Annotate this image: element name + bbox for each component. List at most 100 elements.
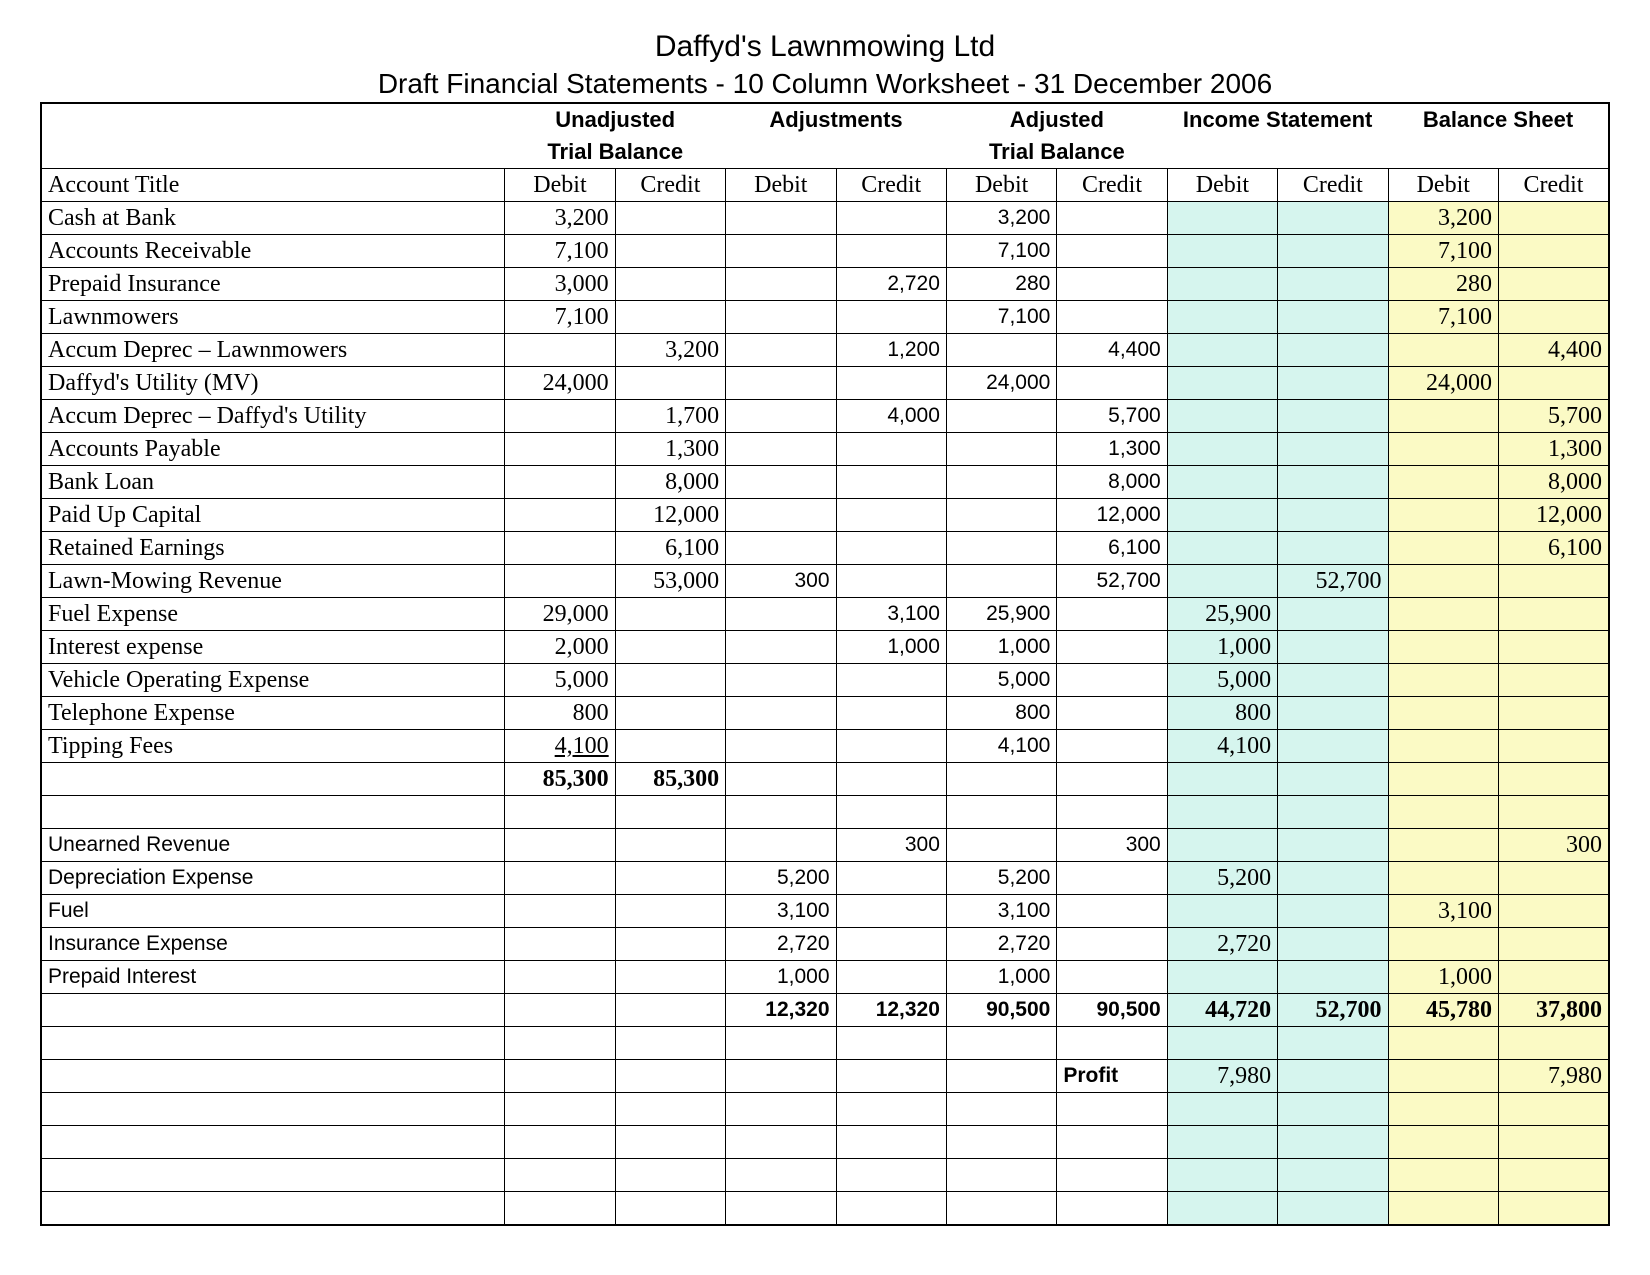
cell: [615, 202, 725, 235]
cell: [836, 796, 946, 829]
cell: [726, 829, 836, 862]
hdr-utb-debit: Debit: [505, 169, 615, 202]
cell: 6,100: [615, 532, 725, 565]
account-title-cell: [41, 1093, 505, 1126]
cell: [615, 268, 725, 301]
account-title-cell: Tipping Fees: [41, 730, 505, 763]
cell: [1498, 1159, 1609, 1192]
cell: 2,720: [946, 928, 1056, 961]
cell: [1388, 565, 1498, 598]
cell: [505, 334, 615, 367]
cell: [1057, 631, 1167, 664]
cell: [726, 796, 836, 829]
cell: 1,300: [1498, 433, 1609, 466]
cell: [505, 1027, 615, 1060]
cell: [836, 1027, 946, 1060]
group-header-row-1: Unadjusted Adjustments Adjusted Income S…: [41, 103, 1609, 136]
cell: [1278, 334, 1388, 367]
table-row: Profit7,9807,980: [41, 1060, 1609, 1093]
cell: 24,000: [505, 367, 615, 400]
cell: [726, 697, 836, 730]
account-title-cell: [41, 1159, 505, 1192]
table-row: Interest expense2,0001,0001,0001,000: [41, 631, 1609, 664]
cell: [1388, 928, 1498, 961]
cell: 12,000: [1498, 499, 1609, 532]
cell: [726, 400, 836, 433]
cell: [726, 1060, 836, 1093]
cell: 1,000: [836, 631, 946, 664]
company-title: Daffyd's Lawnmowing Ltd: [40, 30, 1610, 64]
cell: [1057, 730, 1167, 763]
cell: [1057, 598, 1167, 631]
cell: 1,300: [615, 433, 725, 466]
cell: [1057, 664, 1167, 697]
cell: [1498, 268, 1609, 301]
cell: 280: [1388, 268, 1498, 301]
cell: 7,980: [1167, 1060, 1277, 1093]
cell: [1498, 1126, 1609, 1159]
cell: [1278, 466, 1388, 499]
cell: [1167, 334, 1277, 367]
cell: [1278, 895, 1388, 928]
cell: 52,700: [1057, 565, 1167, 598]
worksheet-body: Cash at Bank3,2003,2003,200Accounts Rece…: [41, 202, 1609, 1226]
table-row: Paid Up Capital12,00012,00012,000: [41, 499, 1609, 532]
cell: [946, 565, 1056, 598]
cell: 12,320: [726, 994, 836, 1027]
account-title-cell: Telephone Expense: [41, 697, 505, 730]
cell: [505, 499, 615, 532]
table-row: Depreciation Expense5,2005,2005,200: [41, 862, 1609, 895]
cell: 5,000: [505, 664, 615, 697]
group-header-row-2: Trial Balance Trial Balance: [41, 136, 1609, 169]
table-row: Prepaid Insurance3,0002,720280280: [41, 268, 1609, 301]
table-row: Accounts Payable1,3001,3001,300: [41, 433, 1609, 466]
cell: 90,500: [946, 994, 1056, 1027]
cell: 3,100: [836, 598, 946, 631]
table-row: Prepaid Interest1,0001,0001,000: [41, 961, 1609, 994]
account-title-cell: Paid Up Capital: [41, 499, 505, 532]
table-row: Insurance Expense2,7202,7202,720: [41, 928, 1609, 961]
table-row: Bank Loan8,0008,0008,000: [41, 466, 1609, 499]
cell: 5,000: [1167, 664, 1277, 697]
cell: [726, 202, 836, 235]
table-row: Vehicle Operating Expense5,0005,0005,000: [41, 664, 1609, 697]
cell: [836, 895, 946, 928]
cell: 5,000: [946, 664, 1056, 697]
cell: 3,000: [505, 268, 615, 301]
cell: [1057, 1093, 1167, 1126]
cell: [836, 1060, 946, 1093]
cell: [615, 631, 725, 664]
hdr-adjusted: Adjusted: [946, 103, 1167, 136]
cell: 7,980: [1498, 1060, 1609, 1093]
cell: [1278, 631, 1388, 664]
cell: [1278, 367, 1388, 400]
table-row: Fuel3,1003,1003,100: [41, 895, 1609, 928]
cell: [1167, 301, 1277, 334]
cell: [1278, 829, 1388, 862]
cell: 2,720: [726, 928, 836, 961]
hdr-income-stmt: Income Statement: [1167, 103, 1388, 136]
cell: [1278, 433, 1388, 466]
table-row: Daffyd's Utility (MV)24,00024,00024,000: [41, 367, 1609, 400]
cell: [615, 994, 725, 1027]
cell: [726, 433, 836, 466]
cell: [1498, 301, 1609, 334]
account-title-cell: Accounts Receivable: [41, 235, 505, 268]
cell: [1278, 1060, 1388, 1093]
cell: 7,100: [946, 301, 1056, 334]
cell: 52,700: [1278, 565, 1388, 598]
hdr-trial-balance-2: Trial Balance: [946, 136, 1167, 169]
cell: 5,700: [1498, 400, 1609, 433]
cell: [1278, 664, 1388, 697]
table-row: Fuel Expense29,0003,10025,90025,900: [41, 598, 1609, 631]
cell: [1167, 829, 1277, 862]
cell: [1498, 598, 1609, 631]
cell: [1498, 928, 1609, 961]
cell: [836, 565, 946, 598]
cell: 2,720: [836, 268, 946, 301]
cell: [836, 499, 946, 532]
cell: [615, 1126, 725, 1159]
account-title-cell: [41, 1060, 505, 1093]
hdr-bs-debit: Debit: [1388, 169, 1498, 202]
hdr-bs-credit: Credit: [1498, 169, 1609, 202]
